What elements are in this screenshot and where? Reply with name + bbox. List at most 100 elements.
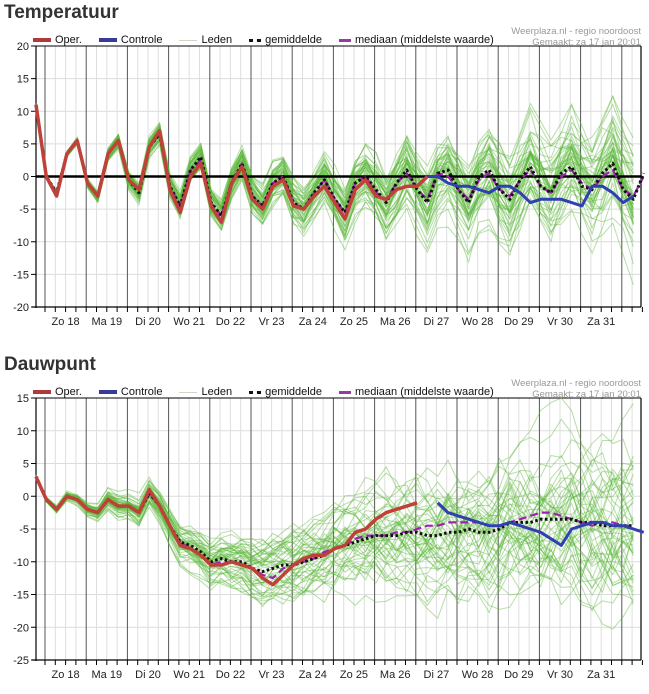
x-day-label: Wo 21	[173, 669, 205, 681]
y-tick-label: -5	[19, 524, 29, 536]
dewpoint-chart: 15 10 5 0 -5 -10 -15 -20 -25 Zo 18 Ma 19 Di 20 Wo 21…	[13, 393, 645, 681]
oper-swatch	[33, 38, 51, 42]
legend-controle[interactable]: Controle	[98, 34, 163, 46]
y-tick-label: 10	[17, 426, 29, 438]
y-tick-label: 0	[23, 172, 29, 184]
y-tick-label: -5	[19, 204, 29, 216]
x-day-label: Di 20	[135, 669, 161, 681]
legend-oper[interactable]: Oper.	[33, 34, 82, 46]
x-day-label: Di 27	[424, 669, 450, 681]
ensemble-member-line	[35, 105, 634, 264]
operational-line	[34, 475, 418, 587]
temperature-chart: 20 15 10 5 0 -5 -10 -15 -20 Zo 18 Ma 19 Di 20 Wo 21 D…	[13, 41, 646, 328]
x-day-label: Vr 30	[547, 316, 573, 328]
x-day-label: Ma 19	[92, 669, 123, 681]
x-day-label: Za 24	[299, 316, 327, 328]
x-day-label: Ma 26	[380, 316, 411, 328]
ensemble-member-line	[35, 477, 634, 630]
ensemble-member-line	[35, 439, 634, 565]
ensemble-member-line	[35, 477, 634, 587]
y-tick-label: -10	[13, 557, 29, 569]
temperature-title: Temperatuur	[4, 2, 119, 23]
x-day-label: Vr 23	[259, 316, 285, 328]
ensemble-member-line	[35, 477, 634, 589]
ensemble-member-line	[35, 104, 634, 223]
credit-timestamp: Gemaakt: za 17 jan 20:01	[532, 37, 641, 48]
x-day-label: Wo 28	[462, 669, 494, 681]
ensemble-member-line	[35, 104, 634, 209]
ensemble-member-line	[35, 476, 634, 600]
legend-leden[interactable]: Leden	[179, 34, 232, 46]
y-tick-label: 5	[23, 139, 29, 151]
legend-controle-label: Controle	[120, 386, 163, 398]
ensemble-member-line	[35, 474, 634, 556]
x-day-label: Wo 28	[462, 316, 494, 328]
ensemble-member-line	[35, 106, 634, 255]
y-tick-label: -20	[13, 622, 29, 634]
x-day-label: Vr 30	[547, 669, 573, 681]
y-tick-label: -15	[13, 269, 29, 281]
legend-mediaan[interactable]: mediaan (middelste waarde)	[338, 34, 494, 46]
legend-gemiddelde-label: gemiddelde	[265, 34, 322, 46]
legend-controle[interactable]: Controle	[98, 386, 163, 398]
ensemble-member-line	[35, 451, 634, 570]
mean-line	[34, 104, 646, 218]
ensemble-member-line	[35, 457, 634, 568]
mediaan-swatch	[338, 38, 351, 42]
controle-swatch	[98, 390, 117, 394]
ensemble-member-line	[35, 105, 634, 226]
mediaan-swatch	[338, 390, 351, 394]
ensemble-member-line	[35, 105, 634, 237]
legend-leden[interactable]: Leden	[179, 386, 232, 398]
ensemble-member-line	[35, 476, 634, 605]
ensemble-member-line	[35, 475, 634, 587]
legend-gemiddelde-label: gemiddelde	[265, 386, 322, 398]
control-line	[427, 175, 635, 208]
ensemble-member-line	[35, 104, 634, 252]
y-tick-label: -25	[13, 655, 29, 667]
ensemble-member-line	[35, 476, 634, 599]
ensemble-member-line	[35, 105, 634, 250]
oper-swatch	[33, 390, 51, 394]
temperature-panel: Temperatuur Oper. Controle Leden gemidde…	[0, 0, 649, 340]
ensemble-member-line	[35, 461, 634, 566]
y-tick-label: 5	[23, 459, 29, 471]
x-day-label: Za 24	[299, 669, 327, 681]
ensemble-member-line	[35, 478, 634, 605]
operational-line	[34, 104, 429, 224]
ensemble-member-line	[35, 477, 634, 607]
ensemble-member-line	[35, 104, 634, 209]
ensemble-member-line	[35, 475, 634, 610]
ensemble-member-line	[35, 475, 634, 573]
ensemble-member-line	[35, 476, 634, 584]
legend-oper[interactable]: Oper.	[33, 386, 82, 398]
ensemble-member-line	[35, 433, 634, 565]
x-day-label: Wo 21	[173, 316, 205, 328]
x-day-label: Di 20	[135, 316, 161, 328]
y-tick-label: 15	[17, 74, 29, 86]
legend-controle-label: Controle	[120, 34, 163, 46]
ensemble-member-line	[35, 95, 634, 211]
ensemble-member-line	[35, 105, 634, 235]
y-tick-label: 15	[17, 393, 29, 405]
credit-source: Weerplaza.nl - regio noordoost	[511, 378, 641, 389]
controle-swatch	[98, 38, 117, 42]
ensemble-member-line	[35, 105, 634, 221]
ensemble-member-line	[35, 464, 634, 561]
x-day-label: Vr 23	[259, 669, 285, 681]
ensemble-member-line	[35, 477, 634, 588]
ensemble-member-line	[35, 103, 634, 213]
temperature-legend: Oper. Controle Leden gemiddelde mediaan …	[33, 34, 511, 46]
ensemble-member-line	[35, 105, 634, 265]
ensemble-member-line	[35, 476, 634, 597]
ensemble-member-line	[35, 476, 634, 584]
ensemble-member-line	[35, 104, 634, 214]
legend-mediaan[interactable]: mediaan (middelste waarde)	[338, 386, 494, 398]
gemiddelde-swatch	[249, 38, 262, 42]
y-tick-label: 0	[23, 491, 29, 503]
x-day-label: Do 29	[504, 316, 533, 328]
legend-gemiddelde[interactable]: gemiddelde	[249, 386, 322, 398]
x-day-label: Do 29	[504, 669, 533, 681]
legend-gemiddelde[interactable]: gemiddelde	[249, 34, 322, 46]
legend-leden-label: Leden	[201, 34, 233, 46]
